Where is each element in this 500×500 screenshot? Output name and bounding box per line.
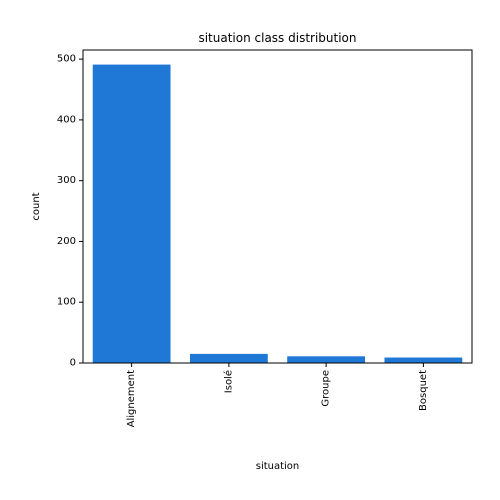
y-tick-label: 100 [57, 297, 76, 308]
x-tick-label: Isolé [222, 370, 234, 393]
chart-title: situation class distribution [198, 31, 356, 45]
bar-isolé [189, 353, 268, 363]
x-axis-label: situation [256, 461, 300, 472]
plot-frame [82, 49, 473, 364]
y-axis-label: count [31, 192, 42, 220]
x-tick-label: Bosquet [418, 370, 429, 411]
x-tick-label: Alignement [126, 370, 137, 427]
bar-alignement [92, 64, 171, 363]
y-tick-label: 0 [70, 358, 76, 369]
x-axis-ticks: Alignement Isolé Groupe Bosquet [126, 363, 429, 427]
bars-group [92, 64, 463, 363]
x-tick-label: Groupe [321, 370, 332, 407]
y-tick-label: 400 [57, 114, 76, 125]
y-axis-ticks: 0 100 200 300 400 500 [57, 54, 83, 369]
y-tick-label: 300 [57, 175, 76, 186]
y-tick-label: 200 [57, 236, 76, 247]
bar-groupe [287, 356, 366, 363]
y-tick-label: 500 [57, 54, 76, 65]
bar-bosquet [384, 357, 463, 363]
